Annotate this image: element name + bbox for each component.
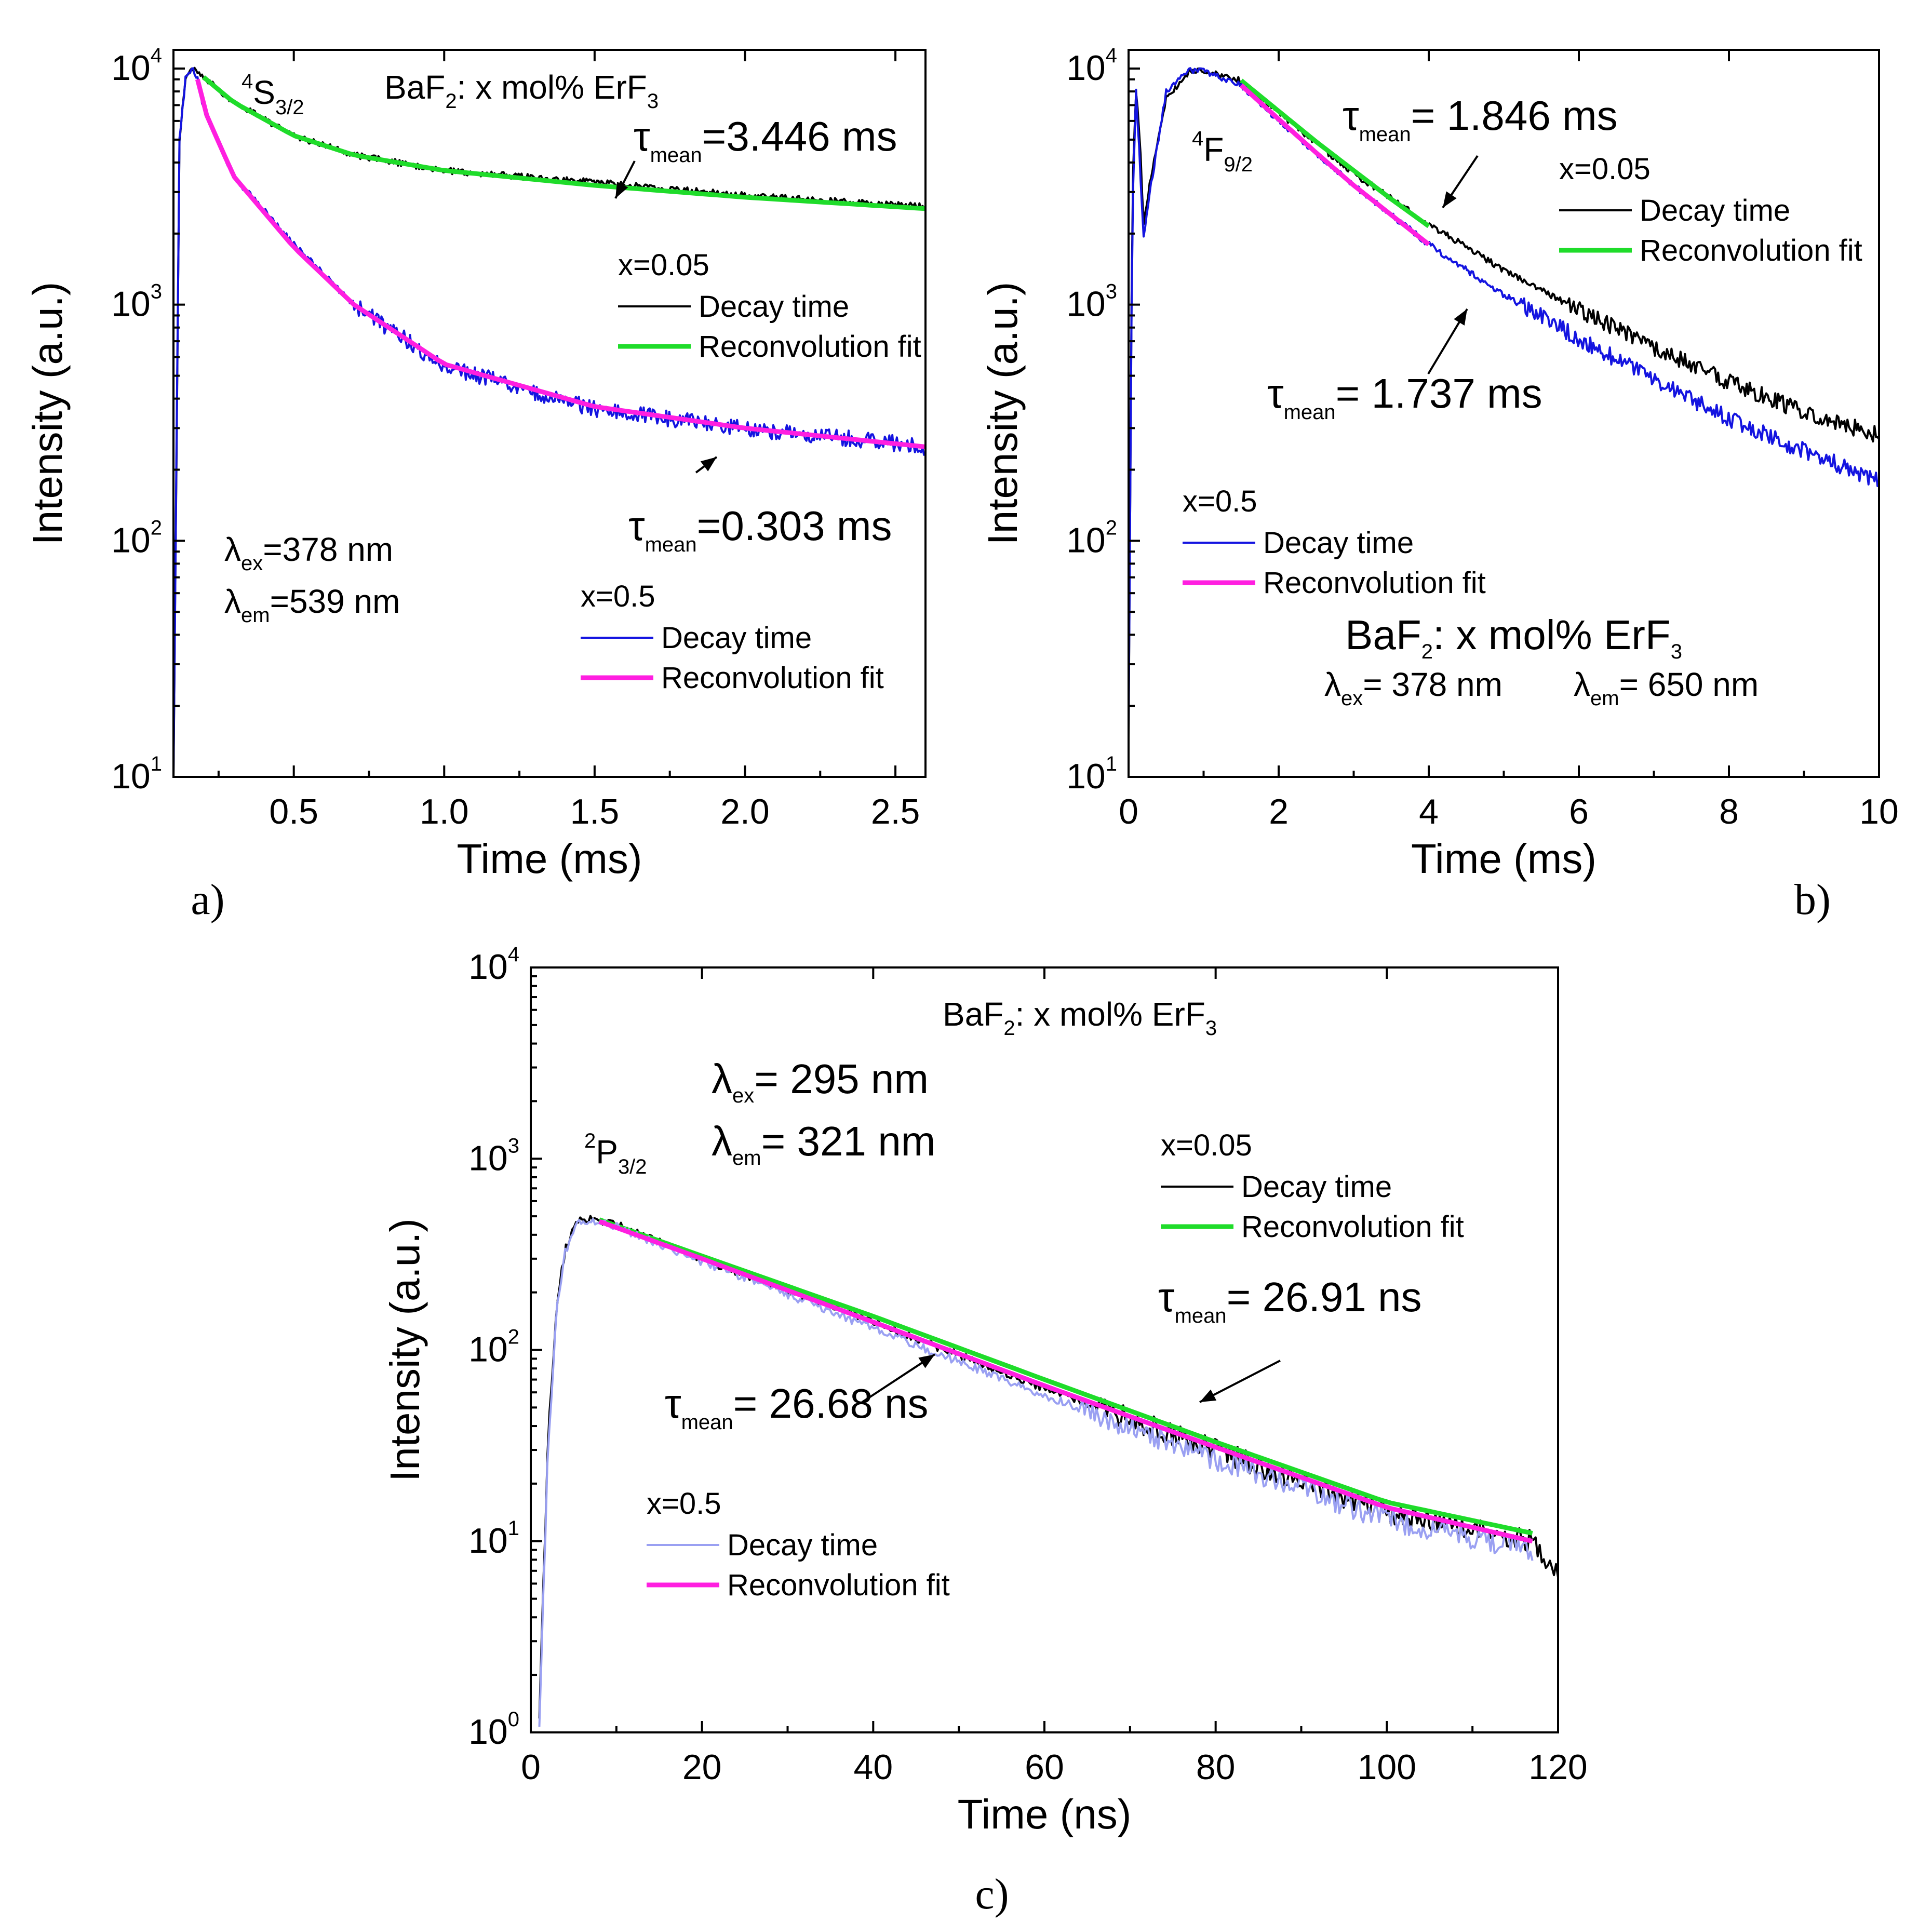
y-tick-label: 101 bbox=[111, 752, 162, 796]
energy-level-label: 4S3/2 bbox=[242, 70, 304, 119]
annotation-arrow-head bbox=[918, 1354, 935, 1368]
y-tick-label: 103 bbox=[1066, 280, 1117, 324]
y-tick-label: 100 bbox=[468, 1708, 519, 1752]
y-tick-label: 103 bbox=[468, 1134, 519, 1178]
legend-title: x=0.5 bbox=[581, 580, 655, 613]
x-tick-label: 1.5 bbox=[570, 792, 620, 831]
y-axis-label: Intensity (a.u.) bbox=[382, 1218, 428, 1482]
series-group bbox=[1129, 67, 1879, 739]
plot-frame bbox=[530, 966, 1559, 1733]
x-tick-label: 0 bbox=[521, 1747, 541, 1787]
compound-label: BaF2: x mol% ErF3 bbox=[1345, 612, 1682, 663]
legend-title: x=0.05 bbox=[1559, 152, 1651, 186]
annotation-arrow-head bbox=[1443, 191, 1457, 208]
y-tick-label: 104 bbox=[1066, 44, 1117, 88]
x-tick-label: 2.5 bbox=[871, 792, 920, 831]
y-tick-label: 101 bbox=[468, 1517, 519, 1561]
x-axis-label: Time (ms) bbox=[1411, 836, 1596, 882]
x-tick-label: 2.0 bbox=[720, 792, 770, 831]
x-tick-label: 60 bbox=[1025, 1747, 1064, 1787]
x-tick-label: 120 bbox=[1528, 1747, 1587, 1787]
legend-label-decay: Decay time bbox=[1640, 194, 1790, 227]
series-line-x-0-05-reconvolution-fit bbox=[1239, 78, 1430, 228]
x-tick-label: 100 bbox=[1358, 1747, 1416, 1787]
plot-frame bbox=[172, 49, 927, 778]
legend-label-fit: Reconvolution fit bbox=[661, 661, 884, 695]
x-tick-label: 80 bbox=[1196, 1747, 1236, 1787]
tau-mean-label-1: τmean=3.446 ms bbox=[634, 113, 897, 167]
tau-mean-label-2: τmean= 1.737 ms bbox=[1267, 370, 1542, 424]
annotation-arrow-head bbox=[615, 181, 628, 198]
annotation-arrow-head bbox=[1200, 1389, 1217, 1402]
series-line-x-0-5-reconvolution-fit bbox=[1239, 83, 1430, 247]
x-tick-label: 8 bbox=[1719, 792, 1739, 831]
excitation-wavelength-label: λex= 378 nm bbox=[1324, 666, 1502, 710]
series-line-x-0-05-reconvolution-fit bbox=[202, 75, 925, 211]
energy-level-label: 4F9/2 bbox=[1192, 127, 1253, 176]
y-axis-label: Intensity (a.u.) bbox=[980, 282, 1026, 545]
series-line-x-0-5-reconvolution-fit bbox=[598, 1219, 1533, 1544]
x-axis-label: Time (ms) bbox=[457, 836, 642, 882]
tau-mean-label-1: τmean= 26.91 ns bbox=[1158, 1274, 1422, 1327]
legend-label-decay: Decay time bbox=[1241, 1170, 1392, 1204]
excitation-wavelength-label: λex= 295 nm bbox=[712, 1056, 929, 1107]
legend-label-decay: Decay time bbox=[661, 621, 812, 655]
legend-label-fit: Reconvolution fit bbox=[699, 330, 921, 364]
panel-c: 0 20 40 60 80 100 120 100 101 102 103 104 Time (ns) I… bbox=[382, 943, 1588, 1918]
x-tick-label: 0.5 bbox=[269, 792, 318, 831]
x-tick-label: 0 bbox=[1119, 792, 1138, 831]
x-tick-label: 10 bbox=[1859, 792, 1899, 831]
emission-wavelength-label: λem= 650 nm bbox=[1574, 666, 1759, 710]
series-group bbox=[538, 1215, 1558, 1727]
y-tick-label: 102 bbox=[1066, 516, 1117, 560]
tau-mean-label-1: τmean= 1.846 ms bbox=[1343, 92, 1618, 146]
x-tick-label: 2 bbox=[1269, 792, 1289, 831]
compound-label: BaF2: x mol% ErF3 bbox=[943, 996, 1217, 1040]
y-tick-label: 104 bbox=[468, 943, 519, 987]
legend-title: x=0.5 bbox=[647, 1487, 721, 1521]
legend-label-decay: Decay time bbox=[699, 290, 849, 324]
panel-b: 0 2 4 6 8 10 101 102 103 104 Time (ms) Intensity (a… bbox=[980, 44, 1899, 924]
excitation-wavelength-label: λex=378 nm bbox=[224, 531, 393, 575]
legend-title: x=0.05 bbox=[1161, 1128, 1252, 1162]
legend-label-decay: Decay time bbox=[727, 1528, 878, 1562]
x-tick-label: 1.0 bbox=[420, 792, 469, 831]
legend-title: x=0.5 bbox=[1183, 485, 1257, 518]
x-tick-label: 40 bbox=[854, 1747, 893, 1787]
legend-label-fit: Reconvolution fit bbox=[727, 1568, 950, 1602]
compound-label: BaF2: x mol% ErF3 bbox=[384, 69, 659, 113]
emission-wavelength-label: λem=539 nm bbox=[224, 583, 400, 627]
legend-label-fit: Reconvolution fit bbox=[1263, 566, 1486, 600]
y-axis-label: Intensity (a.u.) bbox=[24, 282, 71, 545]
legend-label-decay: Decay time bbox=[1263, 526, 1414, 560]
legend-label-fit: Reconvolution fit bbox=[1640, 234, 1862, 267]
series-line-x-0-5-reconvolution-fit bbox=[195, 78, 925, 449]
legend-label-fit: Reconvolution fit bbox=[1241, 1210, 1464, 1244]
panel-label: a) bbox=[191, 876, 224, 924]
annotation-arrow-head bbox=[1454, 309, 1467, 326]
x-axis-label: Time (ns) bbox=[958, 1791, 1132, 1837]
y-tick-label: 104 bbox=[111, 44, 162, 88]
energy-level-label: 2P3/2 bbox=[584, 1129, 647, 1178]
y-tick-label: 102 bbox=[111, 516, 162, 560]
tau-mean-label-2: τmean=0.303 ms bbox=[628, 503, 892, 556]
y-tick-label: 101 bbox=[1066, 752, 1117, 796]
emission-wavelength-label: λem= 321 nm bbox=[712, 1118, 935, 1169]
x-tick-label: 20 bbox=[682, 1747, 722, 1787]
x-tick-label: 4 bbox=[1419, 792, 1439, 831]
y-tick-label: 103 bbox=[111, 280, 162, 324]
panel-a: 0.5 1.0 1.5 2.0 2.5 101 102 103 104 Time (ms) Inte… bbox=[24, 44, 927, 924]
tau-mean-label-2: τmean= 26.68 ns bbox=[665, 1380, 929, 1434]
series-group bbox=[173, 66, 925, 777]
series-line-x-0-05-reconvolution-fit bbox=[598, 1217, 1533, 1536]
legend-title: x=0.05 bbox=[618, 248, 709, 282]
panel-label: c) bbox=[975, 1870, 1009, 1918]
x-tick-label: 6 bbox=[1569, 792, 1589, 831]
panel-label: b) bbox=[1794, 876, 1831, 924]
annotation-arrow-head bbox=[700, 457, 717, 472]
y-tick-label: 102 bbox=[468, 1326, 519, 1369]
